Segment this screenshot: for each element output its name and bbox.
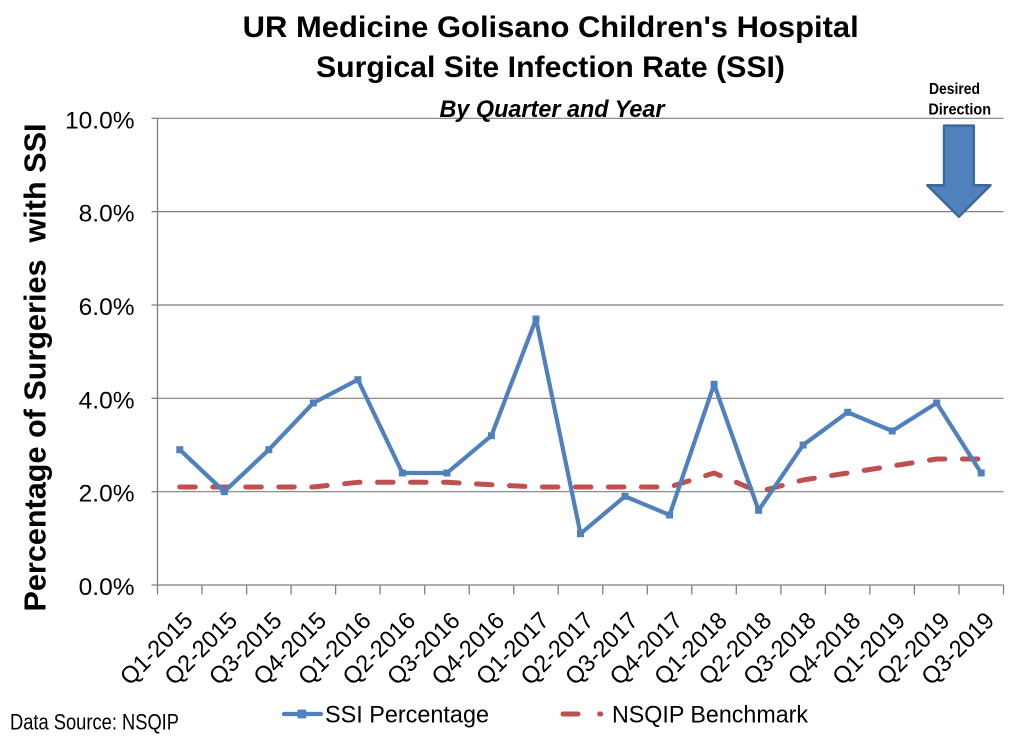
svg-text:4.0%: 4.0% (79, 387, 135, 414)
svg-text:0.0%: 0.0% (79, 574, 135, 601)
svg-text:SSI Percentage: SSI Percentage (325, 701, 489, 728)
svg-text:UR Medicine Golisano Children': UR Medicine Golisano Children's Hospital (243, 11, 859, 44)
svg-text:Percentage of Surgeries with: Percentage of Surgeries with SSI (19, 124, 53, 612)
svg-text:NSQIP Benchmark: NSQIP Benchmark (612, 701, 809, 728)
svg-text:Data Source: NSQIP: Data Source: NSQIP (10, 710, 179, 735)
svg-text:2.0%: 2.0% (79, 481, 135, 508)
svg-text:Direction: Direction (928, 102, 991, 119)
svg-text:Surgical Site Infection Rate (: Surgical Site Infection Rate (SSI) (316, 51, 785, 84)
svg-text:By Quarter and Year: By Quarter and Year (440, 96, 666, 123)
svg-text:Desired: Desired (929, 81, 980, 98)
svg-text:10.0%: 10.0% (65, 107, 134, 134)
svg-text:6.0%: 6.0% (79, 294, 135, 321)
svg-text:8.0%: 8.0% (79, 201, 135, 228)
